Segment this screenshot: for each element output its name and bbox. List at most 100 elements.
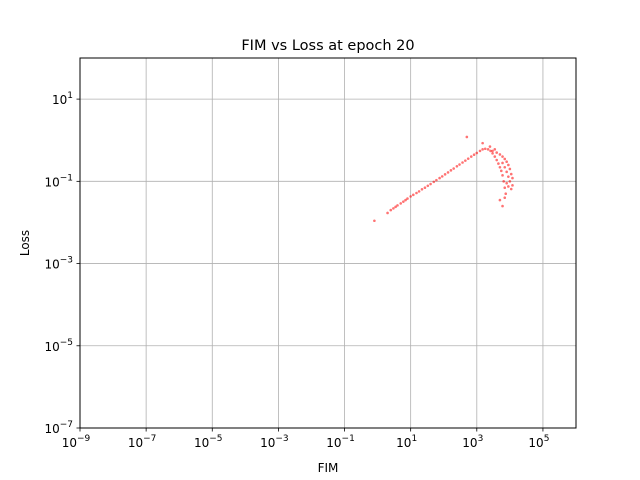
data-point [503, 196, 507, 199]
x-tick-exponent: 5 [544, 434, 550, 444]
data-point [420, 188, 424, 191]
data-point [493, 148, 497, 151]
data-point [455, 165, 459, 168]
data-point [475, 151, 479, 155]
data-point [508, 167, 512, 171]
data-point [438, 176, 441, 180]
y-tick-label: 10−3 [44, 256, 73, 272]
data-point [509, 172, 513, 176]
data-point [497, 162, 500, 165]
data-point [399, 202, 403, 205]
x-axis-label: FIM [318, 461, 339, 475]
data-point [503, 165, 507, 169]
y-tick-base: 10 [44, 340, 59, 354]
data-point [415, 191, 418, 195]
data-point [498, 153, 502, 156]
data-point [486, 148, 490, 151]
plot-frame [79, 57, 577, 429]
data-point [396, 204, 399, 207]
data-point [505, 160, 508, 164]
y-tick-base: 10 [44, 422, 59, 436]
y-tick-exponent: −1 [60, 173, 73, 183]
data-point [423, 186, 427, 190]
data-point [464, 159, 467, 162]
data-point [465, 135, 469, 139]
data-point [452, 167, 455, 170]
data-point [481, 148, 484, 151]
data-point [404, 198, 407, 202]
data-point [502, 180, 505, 183]
data-point [488, 145, 492, 148]
data-point [491, 149, 494, 153]
x-tick-exponent: −7 [143, 434, 156, 444]
data-point [507, 185, 510, 188]
x-tick-exponent: −5 [209, 434, 222, 444]
data-point [443, 173, 447, 176]
x-tick-base: 10 [326, 436, 341, 450]
data-point [489, 149, 492, 153]
x-tick-base: 10 [462, 436, 477, 450]
data-point [411, 193, 415, 197]
data-point [491, 152, 494, 155]
y-tick-label: 10−1 [44, 173, 73, 189]
data-point [499, 169, 503, 173]
data-point [432, 180, 436, 184]
data-point [449, 169, 453, 172]
data-point [478, 149, 482, 153]
x-tick-base: 10 [128, 436, 143, 450]
data-point [429, 182, 432, 186]
data-point [461, 161, 464, 164]
y-tick-base: 10 [44, 175, 59, 189]
data-point [495, 151, 499, 154]
data-point [435, 178, 438, 182]
y-tick-exponent: −7 [60, 420, 73, 430]
x-tick-exponent: −1 [342, 434, 355, 444]
y-tick-base: 10 [52, 93, 67, 107]
y-tick-exponent: −5 [60, 338, 73, 348]
data-point [472, 153, 476, 157]
data-point [493, 155, 497, 158]
data-point [466, 157, 470, 160]
data-point [511, 176, 514, 180]
x-tick-label: 10−5 [194, 434, 223, 450]
x-tick-base: 10 [260, 436, 275, 450]
x-tick-label: 10−3 [260, 434, 289, 450]
data-point [469, 155, 473, 158]
y-axis-label: Loss [18, 230, 32, 256]
data-point [458, 163, 461, 166]
x-tick-exponent: −3 [275, 434, 288, 444]
x-tick-label: 10−9 [62, 434, 91, 450]
data-point [373, 219, 376, 223]
data-point [446, 171, 450, 174]
data-point [505, 181, 508, 185]
data-point [498, 165, 502, 169]
x-tick-label: 10−7 [128, 434, 157, 450]
y-tick-label: 10−7 [44, 420, 73, 436]
data-point [394, 205, 397, 209]
y-tick-exponent: −3 [60, 256, 73, 266]
data-point [406, 197, 409, 200]
x-tick-exponent: 3 [478, 434, 484, 444]
data-point [504, 192, 508, 196]
data-point [507, 175, 510, 178]
data-point [511, 184, 514, 187]
data-point [389, 208, 393, 212]
data-point [483, 147, 487, 151]
data-point [505, 170, 508, 174]
y-tick-base: 10 [44, 258, 59, 272]
data-point [507, 163, 510, 167]
x-tick-base: 10 [62, 436, 77, 450]
data-point [509, 187, 513, 191]
y-tick-label: 10−5 [44, 338, 73, 354]
x-tick-exponent: −9 [77, 434, 91, 444]
x-tick-base: 10 [194, 436, 209, 450]
x-tick-label: 103 [462, 434, 483, 450]
data-point [501, 155, 504, 158]
x-axis-ticks: 10−9 10−7 10−5 10−3 10−1 101 103 105 [62, 428, 549, 450]
x-tick-label: 105 [528, 434, 549, 450]
y-tick-label: 101 [52, 91, 73, 107]
data-point [426, 184, 430, 188]
x-tick-exponent: 1 [411, 434, 417, 444]
